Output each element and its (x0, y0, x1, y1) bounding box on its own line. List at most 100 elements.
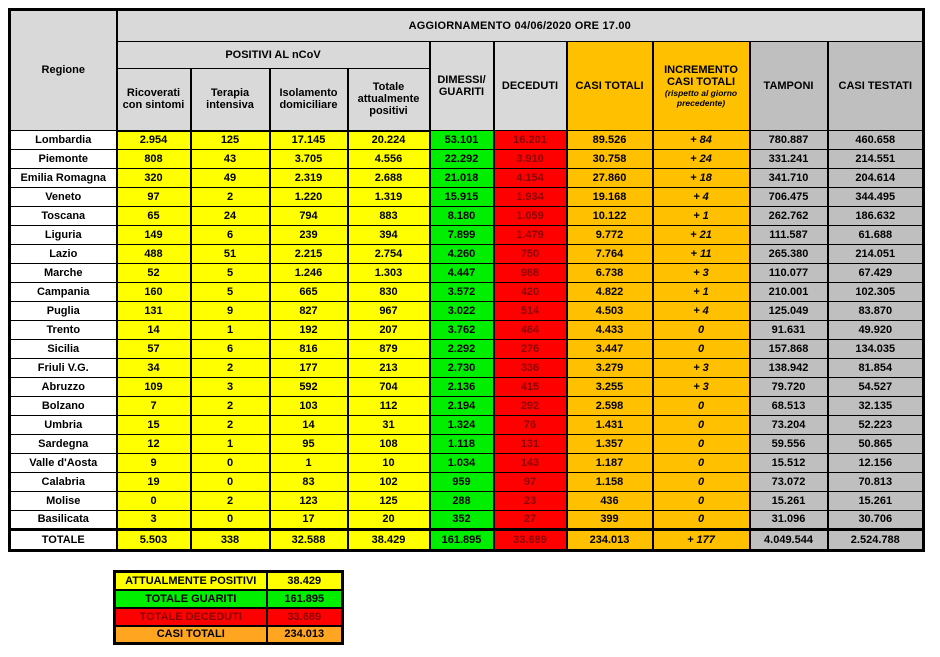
cell-tamponi: 15.512 (748, 453, 829, 473)
cell-casi-totali: 2.598 (565, 396, 654, 416)
table-row: Marche 52 5 1.246 1.303 4.447 988 6.738 + 3 110.0… (8, 263, 925, 283)
cell-casi-testati: 15.261 (826, 491, 925, 511)
table-row: Sicilia 57 6 816 879 2.292 276 3.447 0 157.868 134… (8, 339, 925, 359)
cell-terapia-intensiva: 0 (189, 453, 271, 473)
cell-tamponi: 79.720 (748, 377, 829, 397)
cell-casi-testati: 30.706 (826, 510, 925, 530)
covid-data-table: Regione AGGIORNAMENTO 04/06/2020 ORE 17.… (8, 8, 926, 552)
cell-casi-testati: 70.813 (826, 472, 925, 492)
cell-deceduti: 23 (492, 491, 568, 511)
col-header-regione: Regione (8, 9, 118, 131)
table-row: Sardegna 12 1 95 108 1.118 131 1.357 0 59.556 50.8… (8, 434, 925, 454)
cell-casi-totali: 1.357 (565, 434, 654, 454)
cell-casi-totali: 19.168 (565, 187, 654, 207)
table-row: Basilicata 3 0 17 20 352 27 399 0 31.096 30.706 (8, 510, 925, 530)
cell-isolamento-domiciliare: 123 (268, 491, 349, 511)
cell-ricoverati-con-sintomi: 9 (115, 453, 192, 473)
cell-totale-attualmente-positivi: 102 (346, 472, 431, 492)
cell-terapia-intensiva: 2 (189, 358, 271, 378)
cell-terapia-intensiva: 338 (189, 528, 271, 551)
incremento-line2: CASI TOTALI (666, 76, 736, 89)
cell-isolamento-domiciliare: 592 (268, 377, 349, 397)
cell-casi-totali: 30.758 (565, 149, 654, 169)
cell-casi-testati: 214.551 (826, 149, 925, 169)
cell-ricoverati-con-sintomi: 52 (115, 263, 192, 283)
cell-casi-totali: 4.503 (565, 301, 654, 321)
cell-terapia-intensiva: 43 (189, 149, 271, 169)
cell-casi-totali: 7.764 (565, 244, 654, 264)
cell-terapia-intensiva: 5 (189, 263, 271, 283)
cell-tamponi: 110.077 (748, 263, 829, 283)
cell-dimessi-guariti: 3.572 (428, 282, 495, 302)
cell-terapia-intensiva: 9 (189, 301, 271, 321)
cell-regione: TOTALE (8, 528, 118, 551)
cell-dimessi-guariti: 959 (428, 472, 495, 492)
cell-deceduti: 1.479 (492, 225, 568, 245)
cell-incremento-casi-totali: + 84 (651, 130, 751, 150)
cell-casi-testati: 344.495 (826, 187, 925, 207)
cell-tamponi: 262.762 (748, 206, 829, 226)
cell-ricoverati-con-sintomi: 14 (115, 320, 192, 340)
cell-tamponi: 4.049.544 (748, 528, 829, 551)
cell-deceduti: 16.201 (492, 130, 568, 150)
cell-dimessi-guariti: 4.260 (428, 244, 495, 264)
cell-casi-totali: 1.431 (565, 415, 654, 435)
col-header-deceduti: DECEDUTI (492, 41, 568, 131)
cell-deceduti: 4.154 (492, 168, 568, 188)
cell-casi-testati: 32.135 (826, 396, 925, 416)
cell-incremento-casi-totali: + 11 (651, 244, 751, 264)
col-header-totale-positivi: Totale attualmente positivi (346, 68, 431, 132)
cell-dimessi-guariti: 3.022 (428, 301, 495, 321)
cell-regione: Bolzano (8, 396, 118, 416)
cell-isolamento-domiciliare: 816 (268, 339, 349, 359)
col-header-tamponi: TAMPONI (748, 41, 829, 131)
cell-ricoverati-con-sintomi: 57 (115, 339, 192, 359)
cell-dimessi-guariti: 3.762 (428, 320, 495, 340)
table-row: Lazio 488 51 2.215 2.754 4.260 750 7.764 + 11 265… (8, 244, 925, 264)
cell-deceduti: 415 (492, 377, 568, 397)
cell-ricoverati-con-sintomi: 7 (115, 396, 192, 416)
cell-casi-totali: 399 (565, 510, 654, 530)
cell-regione: Emilia Romagna (8, 168, 118, 188)
cell-terapia-intensiva: 2 (189, 415, 271, 435)
cell-casi-totali: 6.738 (565, 263, 654, 283)
cell-terapia-intensiva: 0 (189, 510, 271, 530)
cell-totale-attualmente-positivi: 10 (346, 453, 431, 473)
col-header-ricoverati: Ricoverati con sintomi (115, 68, 192, 132)
table-row: Emilia Romagna 320 49 2.319 2.688 21.018 4.154… (8, 168, 925, 188)
cell-terapia-intensiva: 1 (189, 320, 271, 340)
cell-isolamento-domiciliare: 14 (268, 415, 349, 435)
cell-ricoverati-con-sintomi: 34 (115, 358, 192, 378)
cell-ricoverati-con-sintomi: 19 (115, 472, 192, 492)
cell-incremento-casi-totali: 0 (651, 491, 751, 511)
cell-dimessi-guariti: 161.895 (428, 528, 495, 551)
cell-tamponi: 31.096 (748, 510, 829, 530)
cell-totale-attualmente-positivi: 213 (346, 358, 431, 378)
cell-incremento-casi-totali: 0 (651, 434, 751, 454)
col-header-dimessi-guariti: DIMESSI/ GUARITI (428, 41, 495, 131)
table-row: Molise 0 2 123 125 288 23 436 0 15.261 15.261 (8, 491, 925, 511)
cell-isolamento-domiciliare: 95 (268, 434, 349, 454)
cell-terapia-intensiva: 2 (189, 187, 271, 207)
cell-ricoverati-con-sintomi: 2.954 (115, 130, 192, 150)
legend-row-totale-deceduti: TOTALE DECEDUTI 33.689 (113, 606, 344, 627)
cell-casi-totali: 1.187 (565, 453, 654, 473)
cell-casi-totali: 3.279 (565, 358, 654, 378)
cell-dimessi-guariti: 288 (428, 491, 495, 511)
cell-tamponi: 91.631 (748, 320, 829, 340)
group-header-positivi: POSITIVI AL nCoV (115, 41, 431, 69)
cell-casi-totali: 9.772 (565, 225, 654, 245)
cell-regione: Sicilia (8, 339, 118, 359)
cell-regione: Toscana (8, 206, 118, 226)
legend-row-totale-guariti: TOTALE GUARITI 161.895 (113, 588, 344, 609)
cell-tamponi: 15.261 (748, 491, 829, 511)
cell-casi-testati: 52.223 (826, 415, 925, 435)
cell-casi-testati: 61.688 (826, 225, 925, 245)
cell-casi-testati: 214.051 (826, 244, 925, 264)
cell-isolamento-domiciliare: 17 (268, 510, 349, 530)
cell-dimessi-guariti: 1.324 (428, 415, 495, 435)
cell-terapia-intensiva: 3 (189, 377, 271, 397)
cell-totale-attualmente-positivi: 31 (346, 415, 431, 435)
legend-row-casi-totali: CASI TOTALI 234.013 (113, 624, 344, 645)
